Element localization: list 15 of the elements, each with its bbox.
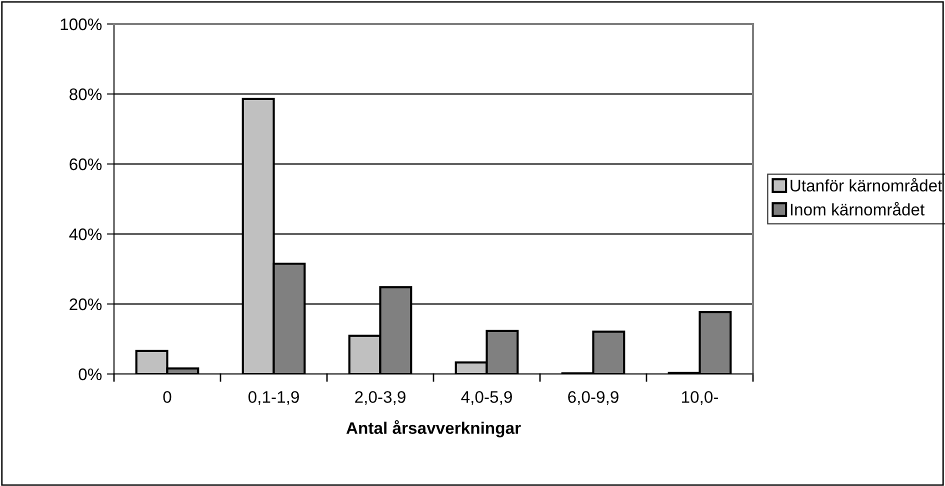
y-tick-label: 100%: [60, 18, 102, 30]
x-tick-label: 0: [163, 391, 172, 403]
x-tick-label: 2,0-3,9: [355, 391, 406, 405]
legend-label: Inom kärnområdet: [790, 202, 925, 216]
legend-label: Utanför kärnområdet: [790, 178, 942, 192]
y-tick-label: 20%: [70, 298, 102, 310]
y-tick-label: 80%: [70, 88, 102, 100]
x-axis-title: Antal årsavverkningar: [346, 420, 521, 438]
x-tick-label: 4,0-5,9: [461, 391, 512, 405]
x-tick-label: 10,0-: [682, 391, 718, 405]
y-tick-label: 60%: [70, 158, 102, 170]
x-tick-label: 6,0-9,9: [568, 391, 618, 405]
y-tick-label: 40%: [69, 228, 102, 240]
x-tick-label: 0,1-1,9: [248, 391, 299, 405]
y-tick-label: 0%: [78, 368, 102, 380]
